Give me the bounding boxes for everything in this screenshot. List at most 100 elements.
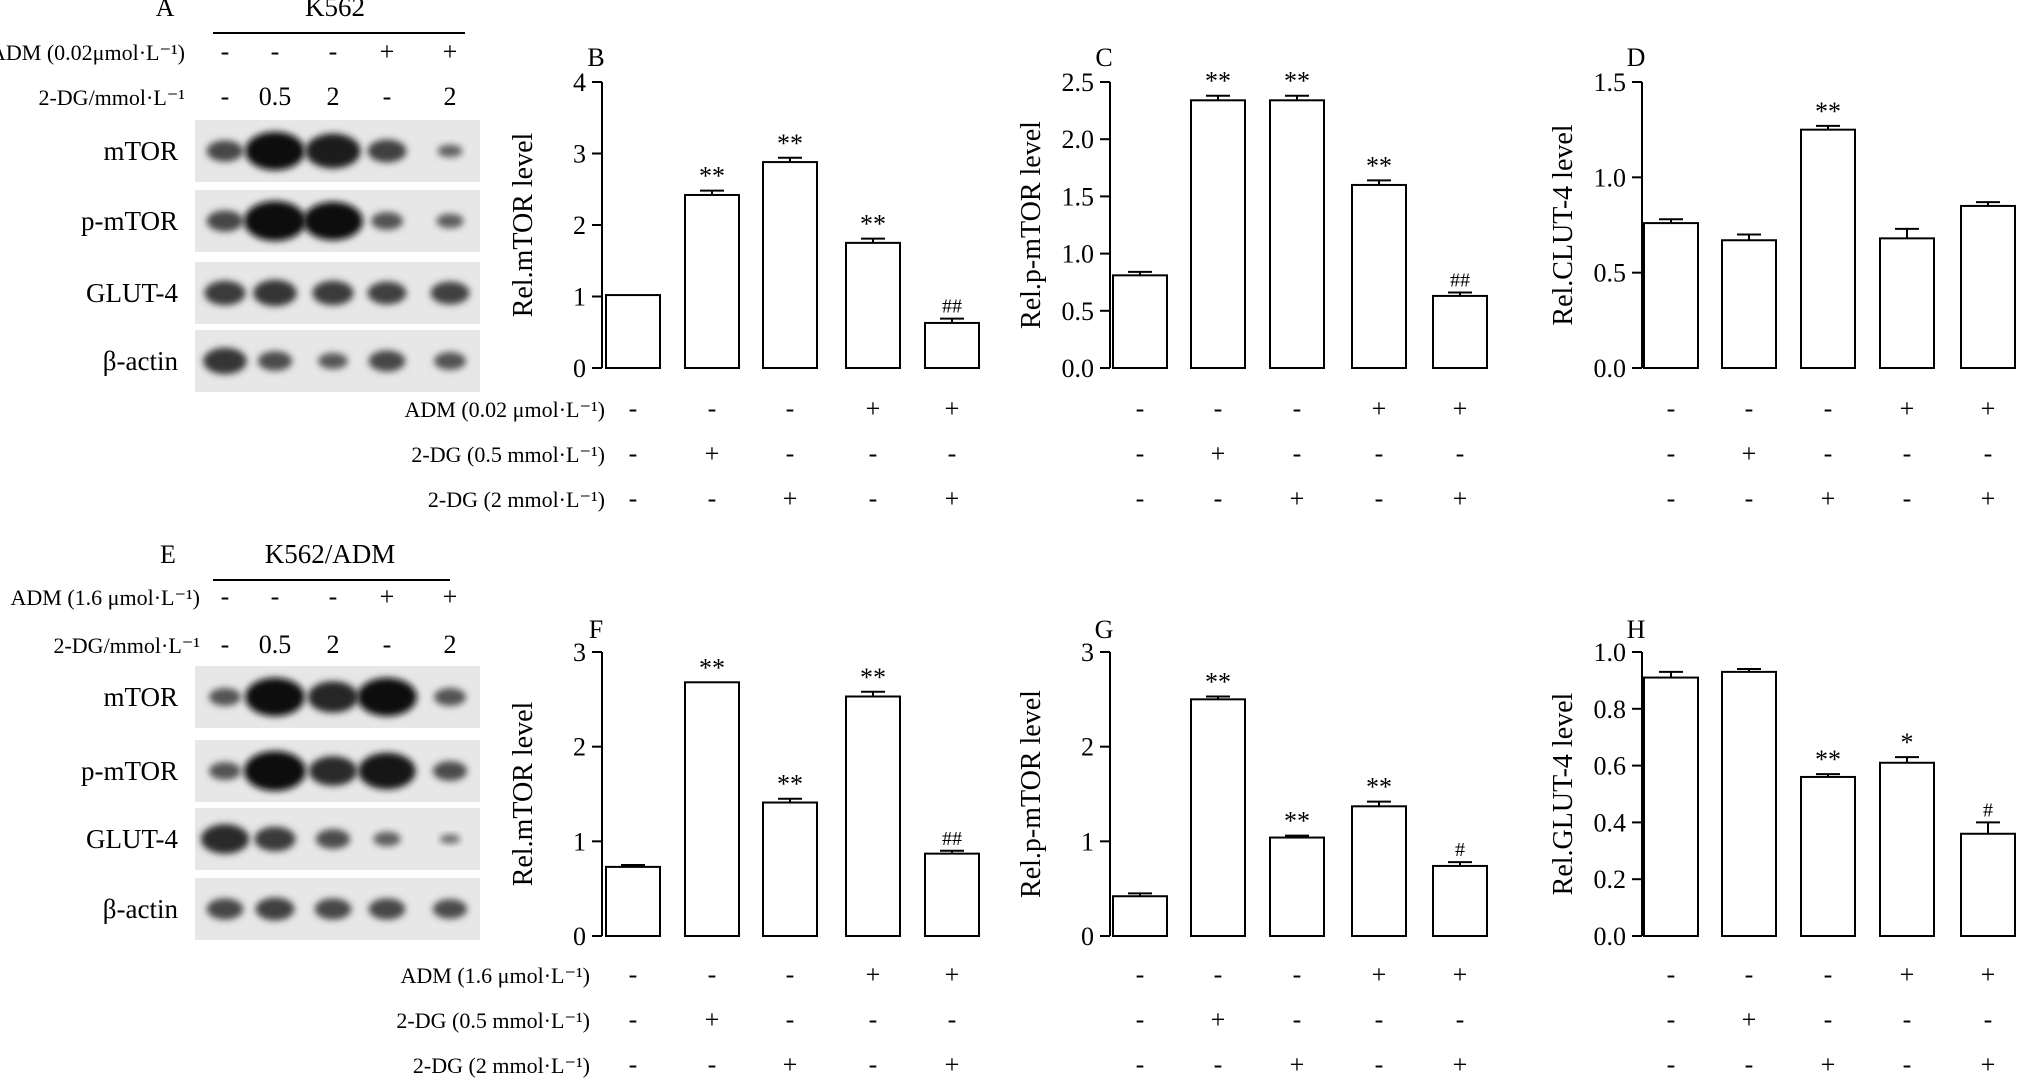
bar [1960,204,2016,369]
blot-adm-sign: - [221,37,230,66]
treatment-sign: + [1742,439,1757,468]
blot-protein-label: p-mTOR [81,206,178,236]
blot-adm-sign: + [443,37,458,66]
treatment-sign: + [1453,394,1468,423]
treatment-sign: - [629,1005,638,1034]
y-tick-label: 1.5 [1594,68,1627,97]
y-tick-label: 1.5 [1062,182,1095,211]
treatment-sign: - [1214,960,1223,989]
treatment-sign: + [1211,1005,1226,1034]
treatment-sign: - [1293,394,1302,423]
blot-adm-label: ADM (0.02μmol·L⁻¹) [0,40,185,65]
treatment-sign: + [783,1050,798,1079]
treatment-sign: + [1981,484,1996,513]
chart-g: 0 1 2 3 Rel.p-mTOR level ** ** ** # [1016,638,1488,951]
y-tick-label: 1.0 [1594,163,1627,192]
bar [924,321,980,369]
treatment-sign: + [945,484,960,513]
blot-band [305,133,361,169]
treatment-sign: - [1375,484,1384,513]
chart-c: 0.0 0.5 1.0 1.5 2.0 2.5 Rel.p-mTOR level ** ** **… [1016,67,1488,383]
y-tick-label: 2.0 [1062,125,1095,154]
significance-marker: # [1455,839,1465,861]
blot-adm-sign: - [221,582,230,611]
significance-marker: ** [777,129,803,158]
y-axis-label: Rel.p-mTOR level [1016,121,1047,329]
blot-band [200,824,250,854]
treatment-sign: + [1453,484,1468,513]
significance-marker: ** [1284,67,1310,96]
treatment-sign: - [1136,439,1145,468]
blot-band [245,131,305,171]
blot-band [433,688,467,706]
treatment-sign: + [1453,1050,1468,1079]
blot-band [358,752,416,790]
treatment-sign: - [629,439,638,468]
treatment-sign: - [1984,1005,1993,1034]
treatment-sign: + [1742,1005,1757,1034]
bar [1879,761,1935,938]
treatment-sign: - [1667,1005,1676,1034]
treatment-sign: - [1667,960,1676,989]
y-tick-label: 2.5 [1062,68,1095,97]
treatment-sign: - [1136,960,1145,989]
blot-dg-label: 2-DG/mmol·L⁻¹ [53,633,200,658]
blot-protein-label: GLUT-4 [86,824,178,854]
blot-protein-label: β-actin [103,346,179,376]
treatment-sign: - [1136,484,1145,513]
bar [1960,832,2016,938]
y-axis-label: Rel.CLUT-4 level [1548,124,1579,325]
blot-band [357,677,417,717]
significance-marker: ** [1815,97,1841,126]
treatment-sign: + [705,1005,720,1034]
blot-band [437,144,463,158]
treatment-sign: - [1745,394,1754,423]
treatment-sign: - [1667,439,1676,468]
blot-band [257,351,293,371]
blot-band [303,201,363,241]
y-tick-label: 2 [573,733,586,762]
treatment-sign: - [1136,394,1145,423]
blot-band [433,352,467,370]
significance-marker: * [1901,728,1914,757]
treatment-sign: - [1293,1005,1302,1034]
treatment-sign: + [866,394,881,423]
blot-band [367,281,407,305]
treatment-sign: + [866,960,881,989]
treatment-sign: + [1821,1050,1836,1079]
bar [1800,128,1856,369]
treatment-sign: - [869,439,878,468]
blot-adm-sign: + [380,582,395,611]
blot-band [308,756,358,786]
y-tick-label: 4 [573,68,586,97]
significance-marker: ** [1205,667,1231,696]
treatment-sign: + [1453,960,1468,989]
y-tick-label: 1 [573,283,586,312]
blot-cell-line: K562/ADM [265,539,396,569]
blot-dg-value: - [221,630,230,659]
panel-letter-d: D [1627,43,1646,72]
treatment-sign: - [1667,394,1676,423]
treatment-sign: + [1372,960,1387,989]
treatment-sign: + [1290,484,1305,513]
significance-marker: ** [860,210,886,239]
blot-dg-value: 2 [327,82,340,111]
significance-marker: ## [942,296,962,318]
treatment-sign: + [1981,1050,1996,1079]
treatment-sign: - [869,1005,878,1034]
y-tick-label: 1.0 [1062,240,1095,269]
treatment-row-label: ADM (1.6 μmol·L⁻¹) [401,963,590,988]
y-tick-label: 3 [573,140,586,169]
treatment-sign: - [1745,960,1754,989]
blot-dg-value: - [221,82,230,111]
y-tick-label: 1 [1081,827,1094,856]
bar [1721,670,1777,937]
treatment-sign: - [1745,484,1754,513]
blot-protein-label: p-mTOR [81,756,178,786]
treatment-sign: - [869,1050,878,1079]
bar [605,865,661,937]
treatment-sign: - [1375,439,1384,468]
bar [684,681,740,937]
panel-letter-g: G [1095,615,1114,644]
blot-band [208,688,242,706]
